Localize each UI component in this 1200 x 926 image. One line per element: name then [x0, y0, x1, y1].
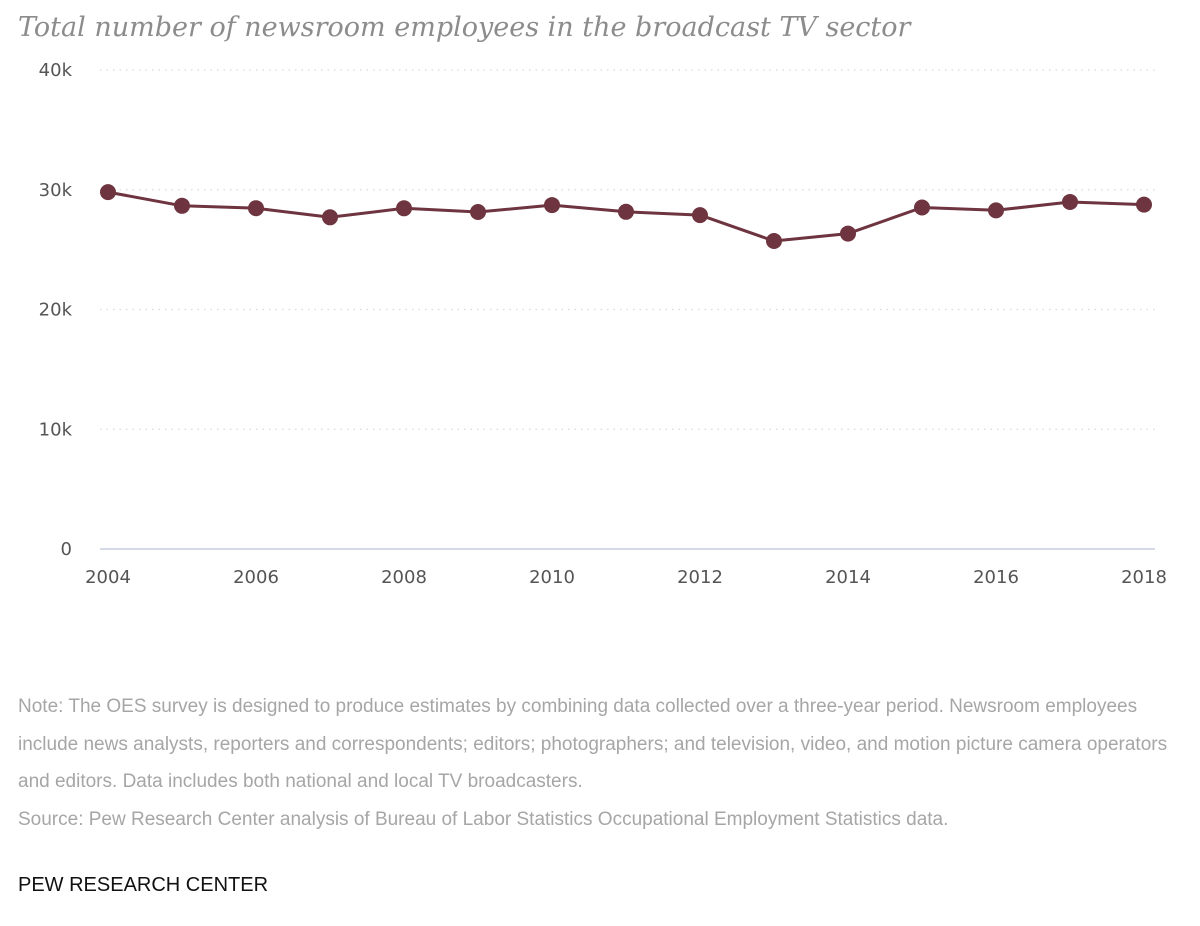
- data-point: [322, 209, 338, 226]
- y-tick-label: 0: [61, 539, 72, 560]
- x-tick-label: 2010: [529, 567, 575, 588]
- y-tick-label: 30k: [39, 180, 73, 201]
- data-point: [248, 200, 264, 217]
- data-point: [396, 200, 412, 217]
- y-axis: 0 10k 20k 30k 40k: [39, 60, 73, 560]
- chart-note: Note: The OES survey is designed to prod…: [18, 688, 1168, 838]
- y-tick-label: 10k: [39, 419, 73, 440]
- gridlines: [100, 69, 1155, 550]
- data-point: [914, 199, 930, 216]
- x-tick-label: 2004: [85, 567, 131, 588]
- x-tick-label: 2018: [1121, 567, 1167, 588]
- x-tick-label: 2016: [973, 567, 1019, 588]
- x-tick-label: 2012: [677, 567, 723, 588]
- data-point: [1136, 196, 1152, 213]
- note-text: Note: The OES survey is designed to prod…: [18, 696, 1168, 792]
- data-point: [100, 184, 116, 201]
- data-point: [1062, 193, 1078, 210]
- data-point: [618, 203, 634, 220]
- data-point: [840, 225, 856, 242]
- data-point: [692, 207, 708, 224]
- chart-title: Total number of newsroom employees in th…: [18, 12, 911, 43]
- x-tick-label: 2006: [233, 567, 279, 588]
- data-point: [988, 202, 1004, 219]
- y-tick-label: 20k: [39, 300, 73, 321]
- series-group: [100, 184, 1152, 250]
- data-point: [174, 197, 190, 214]
- brand-logo-text: PEW RESEARCH CENTER: [18, 874, 269, 896]
- data-point: [470, 204, 486, 221]
- x-tick-label: 2008: [381, 567, 427, 588]
- source-text: Source: Pew Research Center analysis of …: [18, 808, 949, 830]
- x-tick-label: 2014: [825, 567, 871, 588]
- x-axis: 2004 2006 2008 2010 2012 2014 2016 2018: [85, 567, 1167, 588]
- y-tick-label: 40k: [39, 60, 73, 81]
- data-point: [544, 197, 560, 214]
- data-point: [766, 233, 782, 250]
